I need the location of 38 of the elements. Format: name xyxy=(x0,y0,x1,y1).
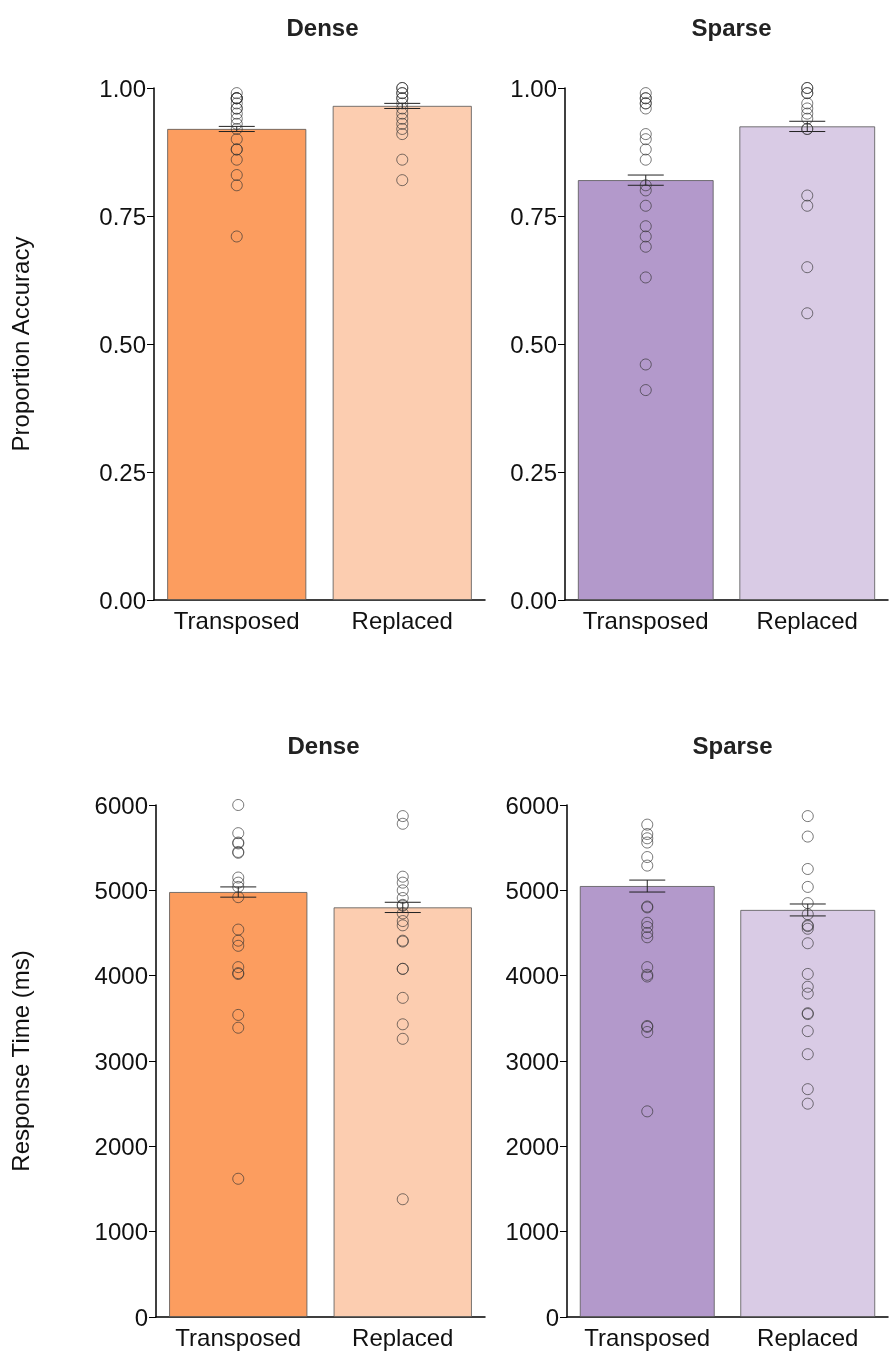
y-tick-label: 5000 xyxy=(94,876,148,904)
y-tick-label: 0.50 xyxy=(510,330,557,358)
y-tick-label: 0 xyxy=(545,1303,559,1331)
y-tick-label: 0.25 xyxy=(99,458,146,486)
x-tick-label: Transposed xyxy=(175,1323,302,1351)
y-tick-label: 1000 xyxy=(94,1218,148,1246)
y-tick-label: 0.00 xyxy=(510,586,557,614)
y-tick-label: 1.00 xyxy=(99,74,146,102)
x-tick-label: Replaced xyxy=(756,606,858,634)
y-tick-label: 0.00 xyxy=(99,586,146,614)
chart-title: Dense xyxy=(287,731,360,759)
y-axis-title: Response Time (ms) xyxy=(6,950,34,1172)
y-tick-label: 4000 xyxy=(505,962,559,990)
y-axis-title: Proportion Accuracy xyxy=(6,236,34,452)
y-tick-label: 6000 xyxy=(505,791,559,819)
y-tick-label: 0.75 xyxy=(99,202,146,230)
y-tick-label: 4000 xyxy=(94,962,148,990)
x-tick-label: Replaced xyxy=(757,1323,859,1351)
y-tick-label: 5000 xyxy=(505,876,559,904)
x-tick-label: Transposed xyxy=(582,606,709,634)
y-tick-label: 1000 xyxy=(505,1218,559,1246)
x-tick-label: Transposed xyxy=(173,606,300,634)
chart-title: Dense xyxy=(286,13,359,41)
y-tick-label: 3000 xyxy=(94,1047,148,1075)
chart-title: Sparse xyxy=(691,13,772,41)
y-tick-label: 1.00 xyxy=(510,74,557,102)
x-tick-label: Transposed xyxy=(584,1323,711,1351)
y-tick-label: 0.25 xyxy=(510,458,557,486)
y-tick-label: 2000 xyxy=(94,1132,148,1160)
y-tick-label: 2000 xyxy=(505,1132,559,1160)
y-tick-label: 3000 xyxy=(505,1047,559,1075)
chart-title: Sparse xyxy=(692,731,773,759)
y-tick-label: 0.50 xyxy=(99,330,146,358)
x-tick-label: Replaced xyxy=(352,1323,454,1351)
x-tick-label: Replaced xyxy=(351,606,453,634)
y-tick-label: 0 xyxy=(134,1303,148,1331)
y-tick-label: 0.75 xyxy=(510,202,557,230)
y-tick-label: 6000 xyxy=(94,791,148,819)
